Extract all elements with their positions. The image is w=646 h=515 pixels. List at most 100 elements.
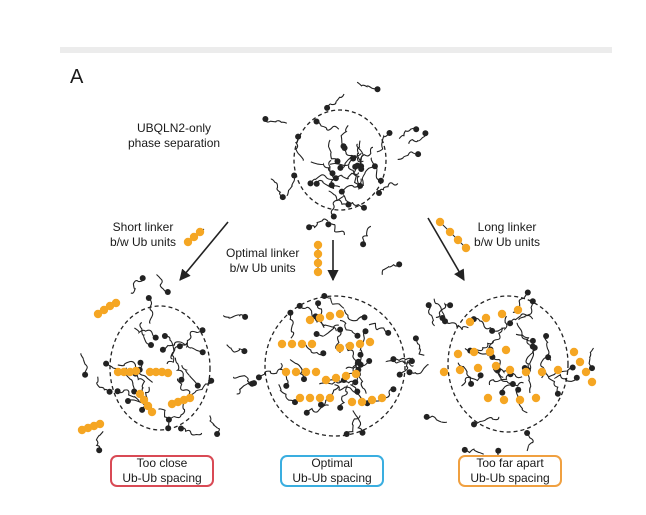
polymer-chain [135, 373, 146, 395]
ubiquitin-unit [145, 367, 155, 377]
chain-end-bead [241, 348, 248, 355]
chain-end-bead [461, 446, 468, 453]
ubiquitin-unit [531, 393, 541, 403]
chain-end-bead [291, 172, 298, 179]
chain-end-bead [307, 180, 314, 187]
chain-end-bead [345, 201, 352, 208]
ubiquitin-unit [505, 365, 515, 375]
chain-end-bead [320, 350, 327, 357]
polymer-chain [376, 132, 390, 153]
polymer-chain [289, 359, 305, 380]
chain-end-bead [242, 313, 249, 320]
chain-end-bead [178, 425, 184, 432]
outcome-too-close-line2: Ub-Ub spacing [122, 471, 202, 485]
polymer-chain [327, 139, 339, 162]
ubiquitin-unit [305, 315, 315, 325]
chain-end-bead [377, 177, 384, 184]
chain-end-bead [279, 194, 286, 201]
chain-end-bead [194, 382, 201, 389]
chain-end-bead [358, 166, 365, 172]
chain-end-bead [396, 371, 403, 378]
polymer-chain [339, 319, 358, 337]
ubiquitin-unit [131, 366, 141, 376]
polymer-chain [270, 178, 284, 198]
outcome-too-far-line2: Ub-Ub spacing [470, 471, 550, 485]
chain-end-bead [531, 344, 538, 351]
chain-end-bead [499, 389, 506, 396]
chain-end-bead [423, 413, 430, 420]
polymer-chain [185, 329, 203, 348]
ubiquitin-unit [147, 407, 157, 417]
polymer-chain [236, 382, 255, 395]
polymer-chain [397, 151, 419, 160]
polymer-chain [209, 415, 220, 435]
droplet-left [109, 305, 211, 431]
chain-end-bead [471, 421, 477, 428]
chain-end-bead [371, 163, 378, 170]
chain-end-bead [292, 399, 298, 406]
ubiquitin-unit [581, 367, 591, 377]
chain-end-bead [313, 118, 320, 125]
polymer-chain [515, 333, 535, 349]
chain-end-bead [324, 104, 331, 111]
ubiquitin-unit [347, 397, 357, 407]
ubiquitin-unit [537, 367, 547, 377]
outcome-optimal-line1: Optimal [311, 456, 353, 470]
polymer-chain [316, 324, 339, 337]
polymer-chain [316, 120, 340, 131]
chain-end-bead [334, 158, 341, 165]
polymer-chain [409, 364, 429, 375]
polymer-chain [330, 195, 344, 217]
ubiquitin-unit [305, 393, 315, 403]
ubiquitin-unit [139, 395, 149, 405]
ubiquitin-unit [521, 367, 531, 377]
polymer-chain [361, 165, 376, 187]
polymer-chain [95, 431, 104, 451]
polymer-chain [328, 190, 349, 206]
polymer-chain [346, 415, 361, 435]
chain-end-bead [106, 388, 113, 395]
chain-end-bead [406, 369, 413, 376]
chain-end-bead [283, 382, 290, 389]
ubqln2-label-line2: phase separation [128, 136, 221, 150]
chain-end-bead [495, 447, 502, 454]
outcome-optimal-line2: Ub-Ub spacing [292, 471, 372, 485]
chain-end-bead [313, 331, 320, 337]
chain-end-bead [164, 289, 171, 295]
chain-end-bead [589, 365, 595, 372]
chain-end-bead [361, 204, 367, 211]
polymer-chain [381, 263, 400, 275]
optimal-linker-line2: b/w Ub units [229, 261, 296, 275]
ubiquitin-unit [163, 368, 173, 378]
polymer-chain [347, 165, 361, 187]
chain-end-bead [524, 430, 531, 436]
chain-end-bead [507, 320, 514, 327]
ubiquitin-units [77, 298, 597, 435]
chain-end-bead [313, 180, 320, 187]
polymer-chain [329, 158, 354, 167]
polymer-chain [518, 300, 534, 320]
polymer-chain [408, 133, 427, 144]
droplet-right [447, 295, 569, 433]
long-linker-line2: b/w Ub units [474, 235, 541, 249]
ubiquitin-unit [119, 367, 129, 377]
chain-end-bead [137, 359, 144, 366]
ubiquitin-unit [501, 345, 511, 355]
polymer-chain [461, 374, 482, 387]
ubiquitin-unit [453, 349, 463, 359]
polymer-chain [335, 172, 359, 180]
polymer-chain [392, 358, 414, 367]
chain-end-bead [139, 406, 146, 413]
chain-end-bead [145, 295, 152, 301]
ubiquitin-unit [151, 367, 161, 377]
chain-end-bead [412, 335, 419, 342]
ubiquitin-unit [355, 339, 365, 349]
ubiquitin-unit [455, 365, 465, 375]
arrow-long-linker [427, 217, 465, 281]
polymer-chain [342, 194, 365, 209]
polymer-chain [428, 304, 435, 327]
ubiquitin-unit [367, 395, 377, 405]
polymer-chain [415, 338, 425, 356]
chain-end-bead [362, 328, 369, 335]
chain-end-bead [329, 170, 336, 177]
